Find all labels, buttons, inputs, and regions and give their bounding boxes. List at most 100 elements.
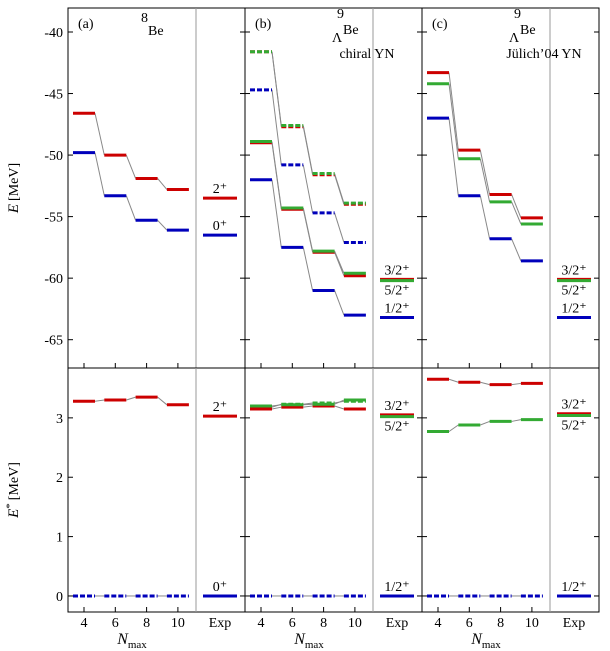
connector — [271, 89, 282, 165]
subtitle: Jülich’04 YN — [506, 47, 581, 62]
exp-state-label: 0⁺ — [213, 580, 227, 595]
y-axis-label: E [MeV] — [6, 163, 22, 214]
connector — [448, 72, 459, 151]
nucleus: Be — [148, 24, 164, 39]
y-label-main: E — [6, 509, 22, 519]
exp-state-label: 5/2⁺ — [561, 418, 586, 433]
x-tick-label: 6 — [112, 616, 119, 631]
y-tick-label: -50 — [44, 149, 63, 164]
exp-state-label: 5/2⁺ — [384, 284, 409, 299]
x-label-sub: max — [482, 639, 501, 651]
connector — [303, 405, 313, 408]
x-axis-label: Nmax — [293, 631, 324, 651]
connector — [511, 419, 521, 422]
connector — [302, 164, 314, 214]
exp-state-label: 5/2⁺ — [384, 420, 409, 435]
x-tick-label: 10 — [348, 616, 362, 631]
exp-state-label: 2⁺ — [213, 182, 227, 197]
y-tick-label: -55 — [44, 211, 63, 226]
x-tick-label: 4 — [81, 616, 88, 631]
connector — [448, 118, 459, 196]
x-tick-label: 4 — [435, 616, 442, 631]
connector — [271, 179, 282, 248]
x-axis-label: Nmax — [116, 631, 147, 651]
y-tick-label: -45 — [44, 88, 63, 103]
x-label-sub: max — [305, 639, 324, 651]
connector — [271, 141, 282, 209]
exp-state-label: 3/2⁺ — [384, 399, 409, 414]
y-axis-label: E* [MeV] — [4, 462, 22, 519]
mass-number: 8 — [141, 11, 148, 26]
connector — [125, 195, 137, 221]
y-label-sup: * — [4, 503, 16, 509]
connector — [94, 113, 105, 156]
connector — [302, 125, 314, 174]
exp-label: Exp — [209, 616, 232, 631]
connector — [157, 396, 168, 406]
connector — [511, 382, 521, 386]
exp-state-label: 1/2⁺ — [384, 580, 409, 595]
connector — [448, 424, 459, 432]
connector — [480, 420, 490, 426]
connector — [511, 238, 522, 262]
x-label-main: N — [470, 631, 483, 648]
x-label-main: N — [116, 631, 129, 648]
panel-label: (c) — [432, 17, 448, 32]
exp-state-label: 3/2⁺ — [384, 263, 409, 278]
x-label-main: N — [293, 631, 306, 648]
y-tick-label: 0 — [56, 590, 63, 605]
connector — [125, 154, 137, 179]
y-label-unit: [MeV] — [7, 462, 22, 500]
connector — [511, 201, 522, 225]
exp-label: Exp — [386, 616, 409, 631]
connector — [334, 399, 345, 405]
exp-state-label: 3/2⁺ — [561, 398, 586, 413]
connector — [479, 150, 491, 195]
y-tick-label: 2 — [56, 471, 63, 486]
connector — [94, 152, 105, 196]
connector — [334, 250, 345, 274]
y-tick-label: -60 — [44, 272, 63, 287]
connector — [126, 396, 136, 401]
y-label-unit: [MeV] — [7, 163, 22, 201]
hyperon: Λ — [332, 31, 343, 46]
exp-state-label: 1/2⁺ — [561, 580, 586, 595]
exp-state-label: 3/2⁺ — [561, 263, 586, 278]
x-tick-label: 8 — [320, 616, 327, 631]
connector — [271, 51, 282, 126]
mass-number: 9 — [514, 7, 521, 22]
connector — [157, 178, 168, 190]
hyperon: Λ — [509, 31, 520, 46]
connector — [302, 207, 314, 252]
connector — [302, 247, 314, 291]
nucleus: Be — [520, 23, 536, 38]
connector — [448, 83, 459, 159]
connector — [448, 378, 459, 383]
x-tick-label: 4 — [258, 616, 265, 631]
y-tick-label: -40 — [44, 26, 63, 41]
panel-label: (a) — [78, 17, 94, 32]
exp-state-label: 2⁺ — [213, 400, 227, 415]
connector — [480, 381, 490, 386]
panel-label: (b) — [255, 17, 272, 32]
connector — [334, 212, 345, 243]
connector — [334, 290, 345, 316]
y-tick-label: 1 — [56, 531, 63, 546]
exp-label: Exp — [563, 616, 586, 631]
nucleus: Be — [343, 23, 359, 38]
connector — [157, 219, 168, 231]
x-label-sub: max — [128, 639, 147, 651]
connector — [303, 403, 313, 406]
connector — [303, 402, 313, 405]
exp-state-label: 0⁺ — [213, 219, 227, 234]
mass-number: 9 — [337, 7, 344, 22]
connector — [271, 404, 282, 407]
connector — [479, 158, 491, 202]
x-tick-label: 8 — [143, 616, 150, 631]
x-tick-label: 6 — [466, 616, 473, 631]
connector — [511, 194, 522, 219]
connector — [334, 405, 345, 410]
x-tick-label: 10 — [171, 616, 185, 631]
panel-frame — [421, 367, 600, 613]
